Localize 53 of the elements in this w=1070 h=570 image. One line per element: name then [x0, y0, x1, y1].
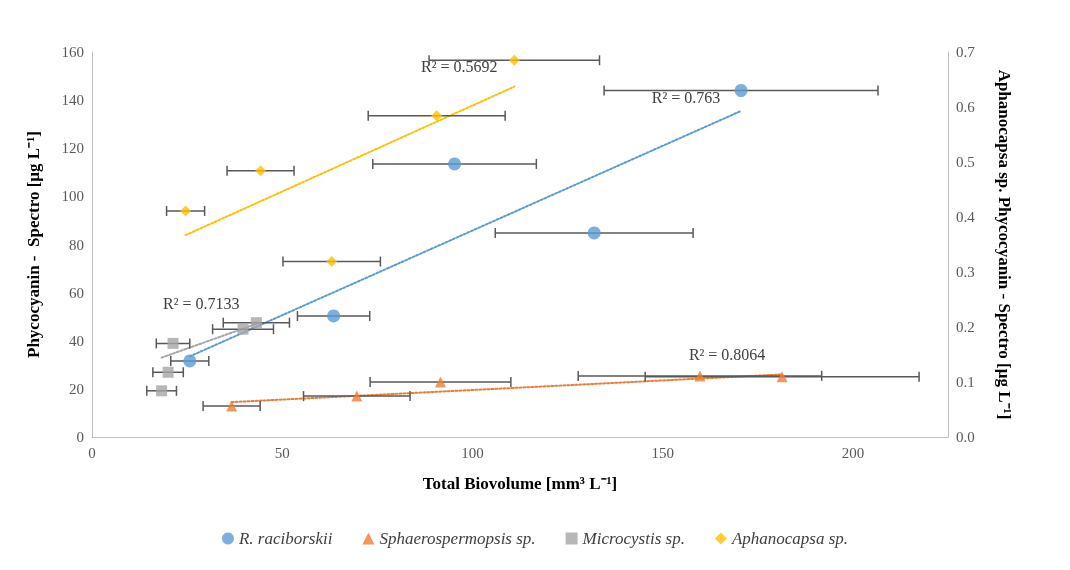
point	[434, 376, 446, 388]
y-tick-label: 60	[69, 284, 84, 301]
point	[237, 323, 249, 335]
y2-axis-title: Aphanocapsa sp. Phycocyanin - Spectro [µg L⁻¹]	[994, 69, 1014, 420]
x-axis-title: Total Biovolume [mm³ L⁻¹]	[422, 474, 618, 493]
y-tick-label: 0	[76, 429, 84, 445]
y2-tick-label: 0.4	[956, 209, 976, 225]
y-tick-label: 140	[61, 92, 84, 109]
annotation: R² = 0.8064	[688, 345, 766, 363]
point	[327, 309, 341, 323]
y2-tick-label: 0.5	[956, 154, 975, 170]
point	[183, 354, 197, 368]
point	[587, 226, 601, 240]
point	[694, 370, 706, 382]
x-tick-label: 200	[841, 444, 865, 461]
legend-label: Microcystis sp.	[581, 529, 685, 548]
x-tick-label: 150	[651, 444, 674, 461]
point	[326, 256, 338, 268]
y-axis-title: Phycocyanin - Spectro [µg L⁻¹]	[24, 131, 43, 358]
point	[508, 54, 520, 66]
point	[431, 110, 443, 122]
y2-tick-label: 0.1	[956, 374, 975, 390]
y-tick-label: 40	[69, 332, 84, 349]
y-tick-label: 80	[69, 236, 84, 253]
annotation: R² = 0.5692	[421, 58, 498, 76]
y-tick-label: 160	[61, 44, 84, 60]
annotation: R² = 0.7133	[163, 295, 240, 313]
y2-tick-label: 0.0	[956, 429, 975, 445]
y2-tick-label: 0.7	[956, 44, 976, 60]
y-tick-label: 120	[61, 140, 84, 157]
legend-label: R. raciborskii	[237, 529, 333, 548]
legend-label: Sphaerospermopsis sp.	[379, 529, 536, 548]
y-tick-label: 100	[61, 188, 84, 205]
x-tick-label: 100	[461, 444, 484, 461]
y2-tick-label: 0.6	[956, 99, 976, 115]
point	[734, 84, 748, 97]
point	[351, 390, 363, 402]
y2-tick-label: 0.3	[956, 264, 975, 280]
point	[255, 165, 267, 177]
point	[156, 385, 168, 397]
y-tick-label: 20	[69, 380, 84, 397]
point	[250, 317, 262, 329]
point	[448, 157, 462, 171]
x-tick-label: 50	[274, 444, 290, 461]
x-tick-label: 0	[88, 444, 96, 461]
annotation: R² = 0.763	[651, 89, 721, 107]
point	[167, 337, 179, 349]
y2-tick-label: 0.2	[956, 319, 975, 335]
point	[226, 400, 238, 412]
point	[162, 366, 174, 378]
point	[180, 205, 192, 217]
legend-label: Aphanocapsa sp.	[730, 529, 849, 548]
point	[776, 371, 788, 383]
